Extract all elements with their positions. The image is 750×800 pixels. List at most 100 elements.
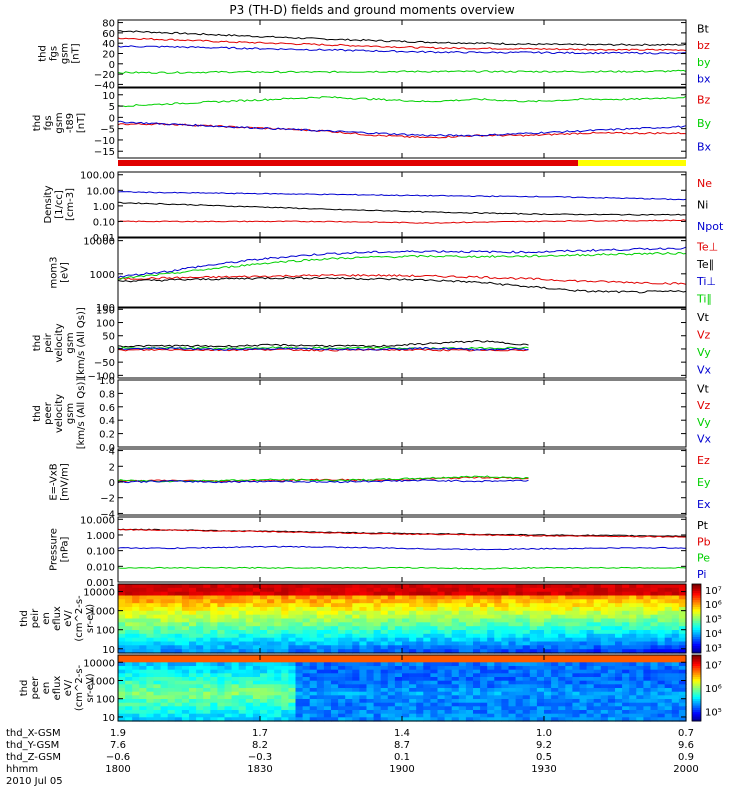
heatmap-cell bbox=[146, 614, 155, 620]
heatmap-cell bbox=[416, 607, 424, 612]
heatmap-cell bbox=[465, 649, 474, 654]
heatmap-cell bbox=[394, 666, 403, 671]
heatmap-cell bbox=[465, 691, 474, 696]
heatmap-cell bbox=[245, 662, 254, 667]
heatmap-cell bbox=[494, 677, 502, 682]
heatmap-cell bbox=[316, 702, 325, 707]
heatmap-cell bbox=[487, 641, 495, 646]
x-axis-z-value: 0.1 bbox=[394, 752, 410, 763]
heatmap-cell bbox=[394, 637, 403, 643]
heatmap-cell bbox=[664, 702, 673, 707]
heatmap-cell bbox=[267, 706, 275, 711]
heatmap-cell bbox=[316, 713, 325, 718]
heatmap-cell bbox=[160, 673, 169, 678]
heatmap-cell bbox=[316, 662, 325, 667]
heatmap-cell bbox=[373, 710, 382, 715]
heatmap-cell bbox=[345, 699, 353, 704]
heatmap-cell bbox=[139, 706, 147, 711]
heatmap-cell bbox=[224, 595, 233, 600]
heatmap-cell bbox=[536, 584, 545, 589]
heatmap-cell bbox=[664, 587, 673, 593]
heatmap-cell bbox=[153, 677, 162, 682]
heatmap-cell bbox=[331, 599, 339, 604]
heatmap-cell bbox=[224, 584, 233, 589]
heatmap-cell bbox=[288, 641, 297, 646]
y-tick-label: 1.0 bbox=[99, 376, 115, 387]
heatmap-cell bbox=[671, 677, 680, 682]
heatmap-cell bbox=[402, 680, 410, 685]
heatmap-cell bbox=[238, 637, 247, 643]
heatmap-cell bbox=[267, 633, 275, 639]
heatmap-cell bbox=[238, 645, 247, 650]
ylabel-line: eflux bbox=[52, 606, 63, 631]
heatmap-cell bbox=[423, 699, 431, 704]
heatmap-cell bbox=[629, 622, 637, 627]
heatmap-cell bbox=[558, 691, 566, 696]
heatmap-cell bbox=[394, 633, 403, 639]
heatmap-cell bbox=[302, 603, 311, 608]
heatmap-cell bbox=[146, 641, 155, 646]
heatmap-cell bbox=[536, 599, 545, 604]
heatmap-cell bbox=[203, 595, 211, 600]
heatmap-cell bbox=[217, 641, 226, 646]
heatmap-cell bbox=[508, 658, 517, 663]
heatmap-cell bbox=[636, 633, 644, 639]
heatmap-cell bbox=[224, 618, 233, 623]
heatmap-cell bbox=[444, 587, 453, 593]
heatmap-cell bbox=[501, 610, 510, 616]
heatmap-cell bbox=[224, 655, 233, 660]
colorbar-swatch bbox=[692, 690, 701, 693]
heatmap-cell bbox=[345, 713, 353, 718]
heatmap-cell bbox=[409, 699, 417, 704]
heatmap-cell bbox=[260, 680, 268, 685]
y-tick-label: 10 bbox=[102, 91, 115, 102]
heatmap-cell bbox=[579, 666, 588, 671]
heatmap-cell bbox=[174, 584, 183, 589]
heatmap-cell bbox=[437, 706, 446, 711]
heatmap-cell bbox=[323, 695, 332, 700]
heatmap-cell bbox=[394, 699, 403, 704]
heatmap-cell bbox=[167, 684, 176, 689]
heatmap-cell bbox=[480, 618, 488, 623]
heatmap-cell bbox=[402, 626, 410, 631]
heatmap-cell bbox=[267, 637, 275, 643]
heatmap-cell bbox=[260, 691, 268, 696]
heatmap-cell bbox=[231, 658, 240, 663]
heatmap-cell bbox=[309, 607, 318, 612]
heatmap-cell bbox=[458, 655, 467, 660]
heatmap-cell bbox=[338, 645, 346, 650]
heatmap-cell bbox=[295, 717, 304, 722]
heatmap-cell bbox=[309, 691, 318, 696]
heatmap-cell bbox=[458, 688, 467, 693]
heatmap-cell bbox=[636, 662, 644, 667]
heatmap-cell bbox=[238, 684, 247, 689]
y-tick-label: 100 bbox=[96, 626, 115, 637]
heatmap-cell bbox=[444, 622, 453, 627]
heatmap-cell bbox=[288, 662, 297, 667]
heatmap-cell bbox=[508, 584, 517, 589]
heatmap-cell bbox=[352, 655, 360, 660]
heatmap-cell bbox=[260, 645, 268, 650]
heatmap-cell bbox=[316, 603, 325, 608]
heatmap-cell bbox=[544, 610, 552, 616]
y-tick-label: 1.000 bbox=[86, 531, 115, 542]
heatmap-cell bbox=[153, 622, 162, 627]
heatmap-cell bbox=[657, 595, 666, 600]
heatmap-cell bbox=[394, 649, 403, 654]
heatmap-cell bbox=[615, 607, 623, 612]
heatmap-cell bbox=[295, 680, 304, 685]
heatmap-cell bbox=[465, 695, 474, 700]
heatmap-cell bbox=[600, 684, 609, 689]
heatmap-cell bbox=[678, 680, 687, 685]
heatmap-cell bbox=[260, 618, 268, 623]
heatmap-cell bbox=[373, 677, 382, 682]
heatmap-cell bbox=[657, 666, 666, 671]
heatmap-cell bbox=[267, 691, 275, 696]
heatmap-cell bbox=[217, 614, 226, 620]
heatmap-cell bbox=[373, 622, 382, 627]
heatmap-cell bbox=[657, 599, 666, 604]
heatmap-cell bbox=[167, 618, 176, 623]
heatmap-cell bbox=[224, 677, 233, 682]
x-axis-t-value: 1900 bbox=[389, 764, 414, 775]
heatmap-cell bbox=[572, 702, 581, 707]
